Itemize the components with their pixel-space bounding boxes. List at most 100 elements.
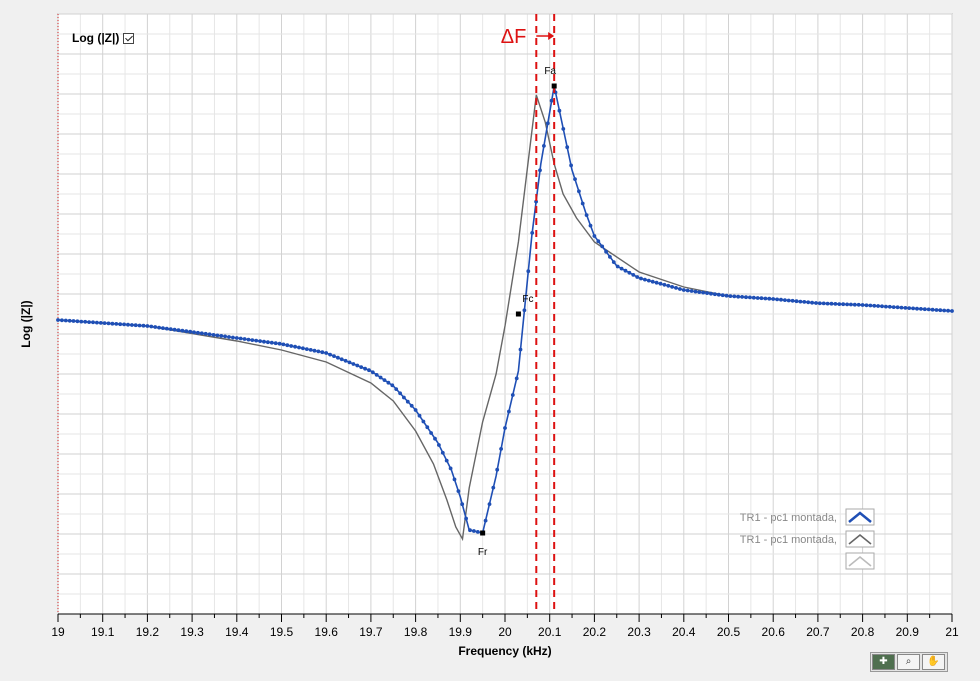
data-point — [211, 333, 216, 337]
data-point — [219, 334, 224, 338]
data-point — [273, 341, 278, 346]
x-tick-label: 20.1 — [538, 625, 562, 639]
data-point — [631, 273, 636, 277]
data-point — [231, 335, 235, 340]
data-point — [608, 255, 612, 259]
x-tick-label: 19.4 — [225, 625, 249, 639]
data-point — [153, 325, 158, 329]
data-point — [192, 330, 196, 335]
data-point — [215, 333, 220, 338]
data-point — [530, 231, 535, 235]
data-point — [895, 305, 900, 310]
data-point — [133, 323, 138, 328]
data-point — [378, 375, 383, 380]
x-tick-label: 20 — [498, 625, 512, 639]
data-point — [884, 304, 888, 309]
data-point — [164, 326, 169, 331]
data-point — [872, 303, 877, 308]
data-point — [281, 342, 286, 347]
data-point — [639, 276, 643, 281]
x-tick-label: 21 — [945, 625, 959, 639]
data-point — [588, 223, 593, 228]
data-point — [437, 443, 441, 447]
data-point — [526, 269, 531, 274]
marker-label-fa: Fa — [544, 66, 556, 77]
data-point — [891, 305, 896, 309]
data-point — [110, 321, 115, 326]
data-point — [658, 281, 663, 286]
data-point — [339, 357, 344, 362]
data-point — [802, 300, 807, 304]
x-tick-label: 20.2 — [583, 625, 607, 639]
data-point — [740, 295, 744, 299]
data-point — [137, 323, 142, 328]
data-point — [573, 177, 577, 182]
data-point — [425, 425, 430, 430]
data-point — [685, 288, 690, 293]
x-tick-label: 20.5 — [717, 625, 741, 639]
graph-toolbar: ✚ ⌕ ✋ — [870, 652, 948, 672]
data-point — [157, 325, 162, 330]
data-point — [732, 294, 737, 299]
data-point — [320, 350, 325, 355]
zoom-icon[interactable]: ⌕ — [897, 654, 920, 670]
data-point — [942, 308, 947, 313]
log-scale-checkbox[interactable] — [123, 32, 135, 44]
cursor-icon[interactable]: ✚ — [872, 654, 895, 670]
data-point — [748, 295, 752, 300]
data-point — [887, 304, 892, 309]
log-scale-toggle[interactable]: Log (|Z|) — [72, 31, 135, 45]
data-point — [557, 108, 562, 113]
data-point — [794, 299, 799, 304]
data-point — [635, 275, 640, 279]
data-point — [417, 413, 422, 418]
data-point — [483, 518, 488, 523]
data-point — [724, 293, 729, 298]
data-point — [297, 345, 301, 350]
data-point — [518, 347, 523, 352]
data-point — [681, 288, 686, 292]
data-point — [755, 296, 760, 300]
data-point — [149, 324, 154, 329]
data-point — [767, 296, 772, 301]
data-point — [130, 323, 134, 327]
data-point — [751, 295, 756, 300]
data-point — [242, 337, 247, 341]
data-point — [118, 322, 123, 327]
marker-label-fr: Fr — [478, 547, 488, 558]
data-point — [332, 354, 336, 358]
data-point — [615, 264, 620, 269]
x-tick-label: 20.3 — [627, 625, 651, 639]
data-point — [472, 529, 476, 533]
data-point — [452, 477, 457, 482]
data-point — [266, 340, 270, 345]
x-tick-label: 19.2 — [136, 625, 160, 639]
data-point — [258, 339, 262, 343]
data-point — [188, 329, 193, 334]
legend-swatch-box-1 — [845, 508, 875, 526]
data-point — [786, 298, 791, 303]
data-point — [246, 337, 251, 342]
x-tick-label: 20.8 — [851, 625, 875, 639]
data-point — [409, 403, 414, 408]
data-point — [646, 278, 651, 283]
data-point — [565, 145, 570, 150]
legend-swatch-3 — [848, 555, 872, 567]
data-point — [580, 201, 585, 206]
data-point — [355, 363, 360, 368]
data-point — [549, 98, 554, 103]
data-point — [238, 336, 243, 341]
data-point — [367, 368, 371, 373]
legend-swatch-1 — [848, 511, 872, 523]
x-tick-label: 19.9 — [449, 625, 473, 639]
data-point — [448, 466, 453, 471]
log-scale-label: Log (|Z|) — [72, 31, 120, 45]
data-point — [852, 302, 857, 307]
data-point — [161, 326, 165, 330]
legend-swatch-box-2 — [845, 530, 875, 548]
data-point — [868, 303, 873, 308]
data-point — [304, 347, 309, 351]
pan-hand-icon[interactable]: ✋ — [922, 654, 945, 670]
data-point — [199, 331, 204, 336]
marker-fr — [480, 530, 486, 536]
